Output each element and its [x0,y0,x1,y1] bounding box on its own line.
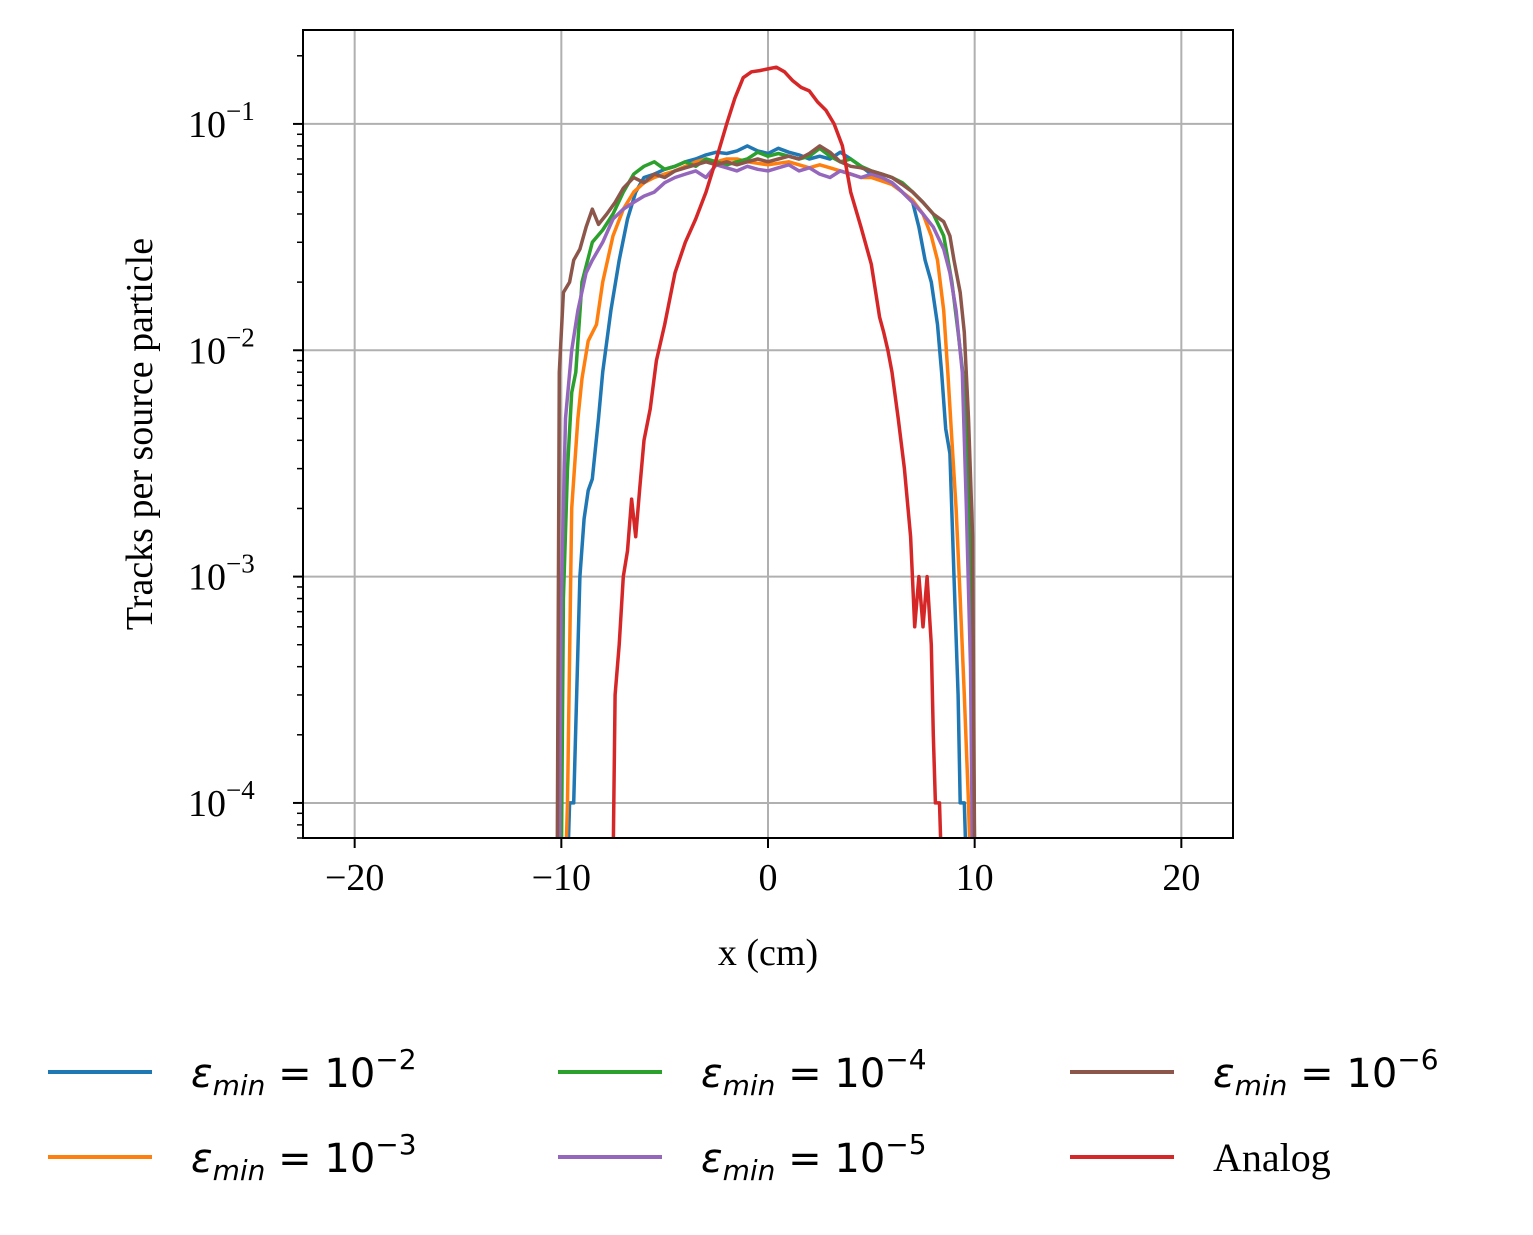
series-line [555,144,977,838]
y-tick-label: 10−1 [188,96,255,146]
series-lines [555,65,977,838]
series-line [557,163,975,838]
x-axis-ticks: −20 −10 0 10 20 [325,838,1200,899]
y-tick-label: 10−3 [188,549,255,599]
series-line [564,157,972,838]
legend: εmin = 10−2 εmin = 10−3 εmin = 10−4 εmin = … [48,1043,1439,1187]
series-line [566,144,968,838]
legend-label: εmin = 10−4 [701,1043,927,1102]
y-tick-label: 10−4 [188,775,255,825]
x-axis-label: x (cm) [718,932,818,974]
x-tick-label: 20 [1162,857,1200,899]
grid-lines [303,30,1233,838]
x-tick-label: 10 [956,857,994,899]
x-tick-label: 0 [759,857,778,899]
x-tick-label: −10 [532,857,591,899]
legend-label: εmin = 10−3 [191,1128,417,1187]
legend-label: εmin = 10−6 [1213,1043,1439,1102]
series-line [611,65,943,838]
y-axis-ticks: 10−1 10−2 10−3 10−4 [188,55,303,839]
legend-label: Analog [1213,1135,1331,1180]
legend-label: εmin = 10−2 [191,1043,417,1102]
x-tick-label: −20 [325,857,384,899]
legend-label: εmin = 10−5 [701,1128,927,1187]
y-tick-label: 10−2 [188,322,255,372]
y-axis-label: Tracks per source particle [119,238,161,630]
